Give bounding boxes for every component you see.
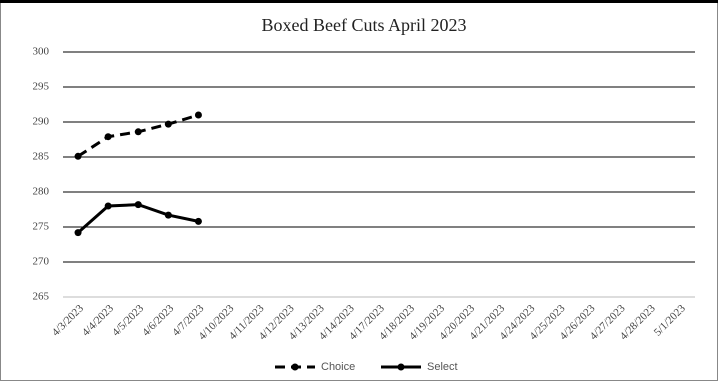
point	[104, 133, 112, 141]
y-tick-label: 275	[33, 221, 50, 233]
point	[164, 120, 172, 128]
legend-marker	[397, 363, 405, 371]
y-tick-label: 290	[33, 116, 50, 128]
point	[134, 128, 142, 136]
y-tick-label: 280	[33, 186, 50, 198]
y-tick-label: 295	[33, 81, 50, 93]
point	[74, 152, 82, 160]
chart-title: Boxed Beef Cuts April 2023	[262, 15, 467, 35]
point	[164, 211, 172, 219]
y-tick-label: 285	[33, 151, 50, 163]
y-tick-label: 265	[33, 291, 50, 303]
y-tick-label: 270	[33, 256, 50, 268]
point	[194, 217, 202, 225]
legend-label: Select	[427, 361, 458, 373]
point	[134, 201, 142, 209]
legend-label: Choice	[321, 361, 355, 373]
point	[74, 229, 82, 237]
legend-marker	[291, 363, 299, 371]
point	[104, 202, 112, 210]
point	[194, 111, 202, 119]
y-tick-label: 300	[33, 46, 50, 58]
